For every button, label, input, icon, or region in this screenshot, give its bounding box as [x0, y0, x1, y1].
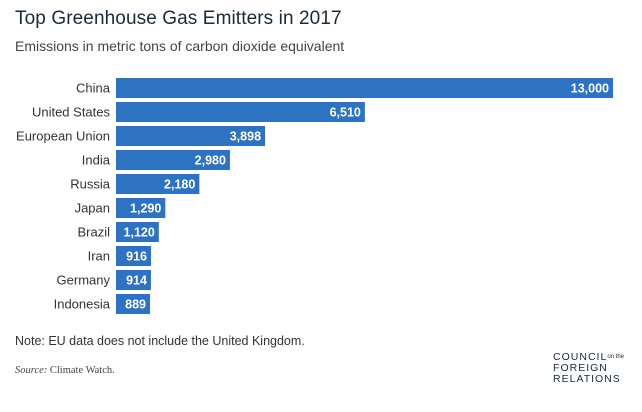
- bar-japan: [116, 198, 166, 218]
- bar-india: [116, 150, 230, 170]
- value-label-japan: 1,290: [130, 202, 161, 216]
- bar-indonesia: [116, 294, 150, 314]
- category-label-india: India: [82, 153, 111, 168]
- category-label-iran: Iran: [88, 249, 110, 264]
- chart-subtitle: Emissions in metric tons of carbon dioxi…: [15, 38, 345, 54]
- chart-title: Top Greenhouse Gas Emitters in 2017: [15, 8, 342, 29]
- bar-russia: [116, 174, 200, 194]
- value-label-united-states: 6,510: [330, 106, 361, 120]
- category-label-china: China: [76, 81, 111, 96]
- value-label-china: 13,000: [571, 82, 609, 96]
- value-label-india: 2,980: [195, 154, 226, 168]
- source-text: Climate Watch.: [49, 365, 115, 376]
- category-label-european-union: European Union: [16, 129, 110, 144]
- logo-word-relations: RELATIONS: [553, 373, 621, 385]
- source-line: Source: Climate Watch.: [15, 365, 115, 376]
- category-label-japan: Japan: [75, 201, 110, 216]
- cfr-logo: COUNCILon the FOREIGN RELATIONS: [553, 352, 624, 385]
- source-label: Source:: [15, 365, 48, 376]
- chart-note: Note: EU data does not include the Unite…: [15, 334, 305, 348]
- bar-germany: [116, 270, 151, 290]
- bar-brazil: [116, 222, 159, 242]
- logo-word-on-the: on the: [607, 354, 624, 360]
- category-label-germany: Germany: [57, 273, 111, 288]
- value-label-germany: 914: [126, 274, 147, 288]
- value-label-european-union: 3,898: [230, 130, 261, 144]
- value-label-russia: 2,180: [164, 178, 195, 192]
- category-label-united-states: United States: [32, 105, 111, 120]
- bar-china: [116, 78, 613, 98]
- category-label-brazil: Brazil: [77, 225, 110, 240]
- value-label-brazil: 1,120: [124, 226, 155, 240]
- logo-word-foreign: FOREIGN: [553, 362, 608, 374]
- category-label-russia: Russia: [70, 177, 111, 192]
- bar-iran: [116, 246, 152, 266]
- category-label-indonesia: Indonesia: [54, 297, 111, 312]
- bar-european-union: [116, 126, 266, 146]
- value-label-indonesia: 889: [125, 298, 146, 312]
- bar-united-states: [116, 102, 365, 122]
- value-label-iran: 916: [126, 250, 147, 264]
- logo-word-council: COUNCIL: [553, 351, 608, 363]
